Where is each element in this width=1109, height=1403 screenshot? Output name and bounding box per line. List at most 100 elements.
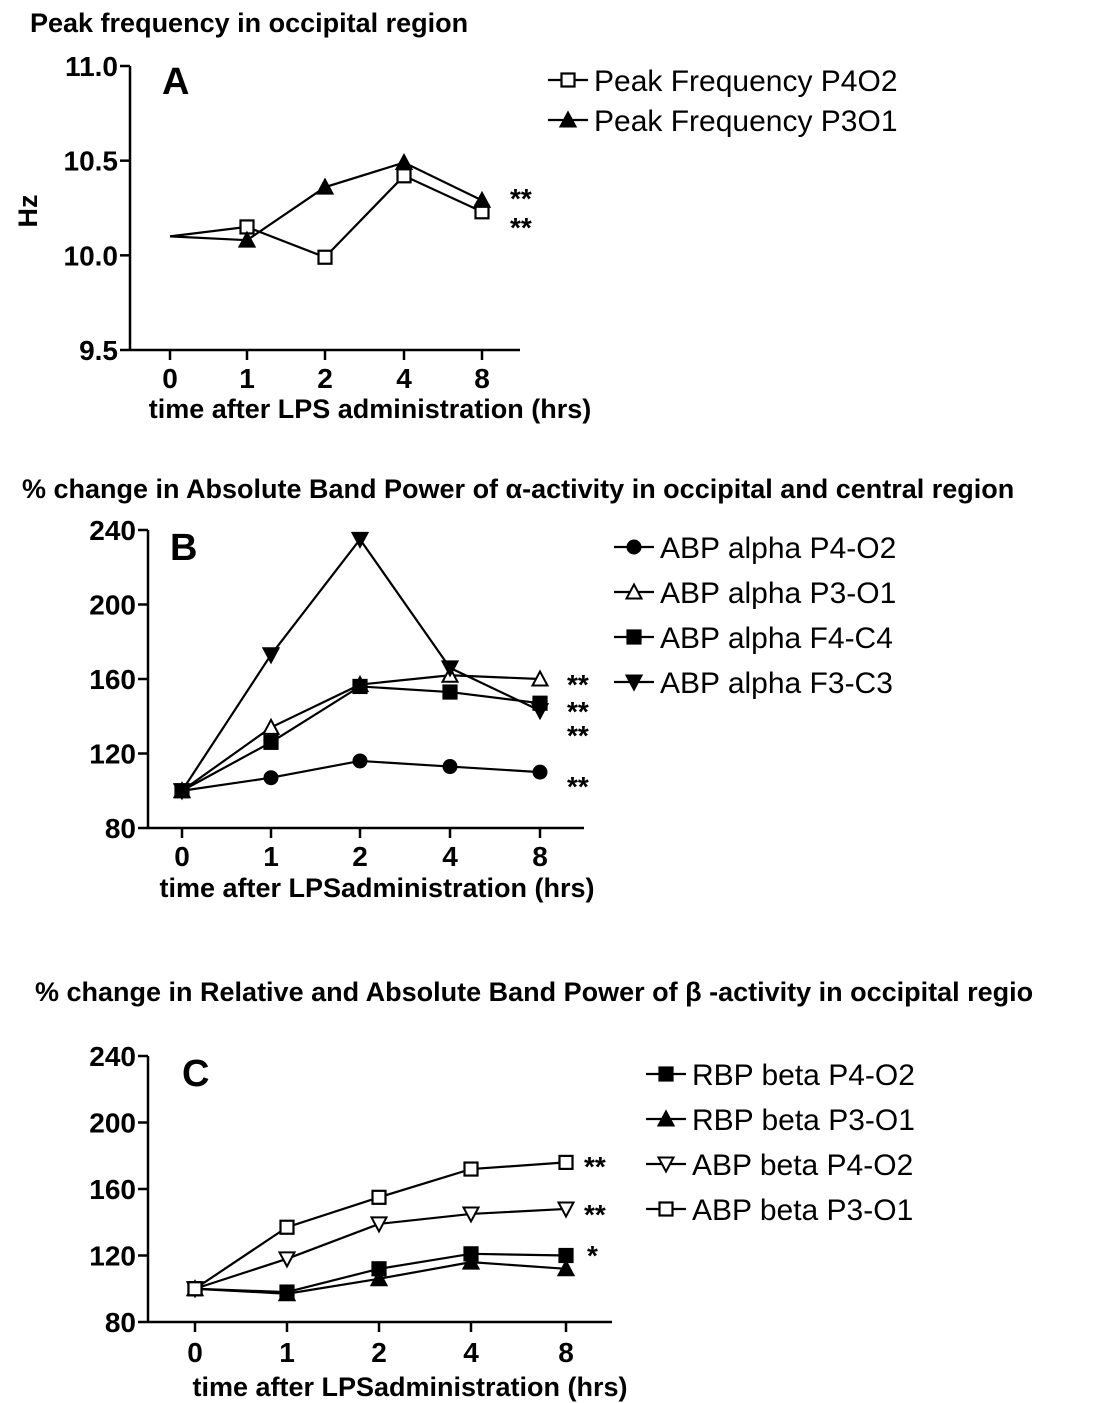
data-point	[371, 1189, 387, 1205]
data-point	[352, 753, 368, 769]
significance-mark: **	[510, 183, 532, 214]
x-tick-label: 0	[174, 841, 190, 872]
legend-marker	[560, 72, 576, 88]
legend-marker	[658, 1066, 674, 1082]
data-point	[530, 669, 550, 687]
y-tick-label: 80	[105, 1307, 136, 1338]
data-point	[463, 1161, 479, 1177]
data-point	[263, 734, 279, 750]
x-axis-label: time after LPSadministration (hrs)	[192, 1372, 627, 1402]
data-point	[440, 660, 460, 678]
significance-mark: **	[584, 1199, 606, 1230]
series-1	[169, 152, 492, 248]
data-point	[530, 703, 550, 721]
x-tick-label: 2	[317, 363, 333, 394]
y-tick-label: 80	[105, 813, 136, 844]
data-point	[315, 177, 335, 195]
legend-label: Peak Frequency P3O1	[594, 105, 898, 138]
data-point	[461, 1252, 481, 1270]
chart-title: Peak frequency in occipital region	[30, 8, 468, 38]
data-point	[187, 1281, 203, 1297]
y-axis-label: Hz	[13, 195, 43, 228]
data-point	[277, 1251, 297, 1269]
data-point	[558, 1154, 574, 1171]
legend-marker	[656, 1156, 676, 1174]
panel-letter: B	[170, 527, 197, 569]
chart-title: % change in Absolute Band Power of α-act…	[22, 474, 1014, 504]
chart-panel-c: % change in Relative and Absolute Band P…	[35, 977, 1033, 1402]
x-tick-label: 8	[474, 363, 490, 394]
chart-panel-a: Peak frequency in occipital region 9.5 10.…	[13, 8, 898, 424]
x-axis-label: time after LPSadministration (hrs)	[159, 873, 594, 903]
data-point	[461, 1206, 481, 1224]
legend-label: ABP beta P4-O2	[692, 1149, 913, 1182]
x-tick-label: 1	[279, 1337, 295, 1368]
x-tick-label: 1	[239, 363, 255, 394]
x-tick-label: 2	[352, 841, 368, 872]
x-tick-label: 2	[371, 1337, 387, 1368]
chart-title: % change in Relative and Absolute Band P…	[35, 977, 1033, 1007]
series-3	[187, 1154, 574, 1297]
legend-label: ABP beta P3-O1	[692, 1194, 913, 1227]
significance-mark: **	[567, 771, 589, 802]
x-tick-label: 4	[463, 1337, 479, 1368]
significance-mark: **	[510, 212, 532, 243]
data-point	[442, 759, 458, 775]
y-tick-label: 120	[89, 739, 136, 770]
y-tick-label: 240	[89, 1041, 136, 1072]
data-point	[350, 531, 370, 549]
legend-label: Peak Frequency P4O2	[594, 65, 898, 98]
series-0	[169, 168, 490, 265]
y-tick-label: 120	[89, 1241, 136, 1272]
legend-marker	[626, 539, 642, 555]
data-point	[369, 1216, 389, 1234]
legend-label: ABP alpha F3-C3	[660, 667, 893, 700]
x-axis-label: time after LPS administration (hrs)	[149, 394, 592, 424]
y-tick-label: 9.5	[79, 335, 118, 366]
data-point	[261, 647, 281, 665]
data-point	[352, 678, 368, 695]
data-point	[396, 168, 412, 184]
data-point	[279, 1219, 295, 1235]
significance-mark: **	[584, 1151, 606, 1182]
x-tick-label: 0	[187, 1337, 203, 1368]
y-tick-label: 200	[89, 590, 136, 621]
legend-marker	[624, 674, 644, 692]
legend-label: ABP alpha P4-O2	[660, 532, 896, 565]
legend: ABP alpha P4-O2 ABP alpha P3-O1 ABP alpha …	[614, 532, 896, 700]
data-point	[556, 1201, 576, 1219]
y-tick-label: 240	[89, 515, 136, 546]
data-point	[472, 190, 492, 208]
series-3	[172, 531, 550, 801]
legend-marker	[624, 582, 644, 600]
data-point	[237, 230, 257, 248]
legend-marker	[626, 629, 642, 645]
series-0	[174, 753, 548, 799]
chart-panel-b: % change in Absolute Band Power of α-act…	[22, 474, 1014, 903]
y-tick-label: 10.0	[64, 240, 119, 271]
data-point	[394, 152, 414, 171]
legend-label: RBP beta P4-O2	[692, 1059, 915, 1092]
panel-letter: A	[162, 61, 189, 103]
significance-mark: **	[567, 669, 589, 700]
significance-mark: *	[587, 1240, 598, 1271]
legend-marker	[558, 110, 578, 128]
y-tick-label: 160	[89, 664, 136, 695]
data-point	[369, 1269, 389, 1287]
x-tick-label: 8	[558, 1337, 574, 1368]
y-tick-label: 11.0	[65, 51, 118, 82]
x-tick-label: 1	[263, 841, 279, 872]
data-point	[442, 684, 458, 700]
series-2	[174, 678, 548, 799]
legend-marker	[656, 1109, 676, 1127]
data-point	[172, 783, 192, 801]
series-line	[181, 685, 541, 792]
y-tick-label: 160	[89, 1174, 136, 1205]
x-tick-label: 8	[532, 841, 548, 872]
data-point	[556, 1259, 576, 1277]
y-tick-label: 200	[89, 1108, 136, 1139]
data-point	[532, 764, 548, 780]
x-tick-label: 0	[162, 363, 178, 394]
data-point	[317, 249, 333, 265]
